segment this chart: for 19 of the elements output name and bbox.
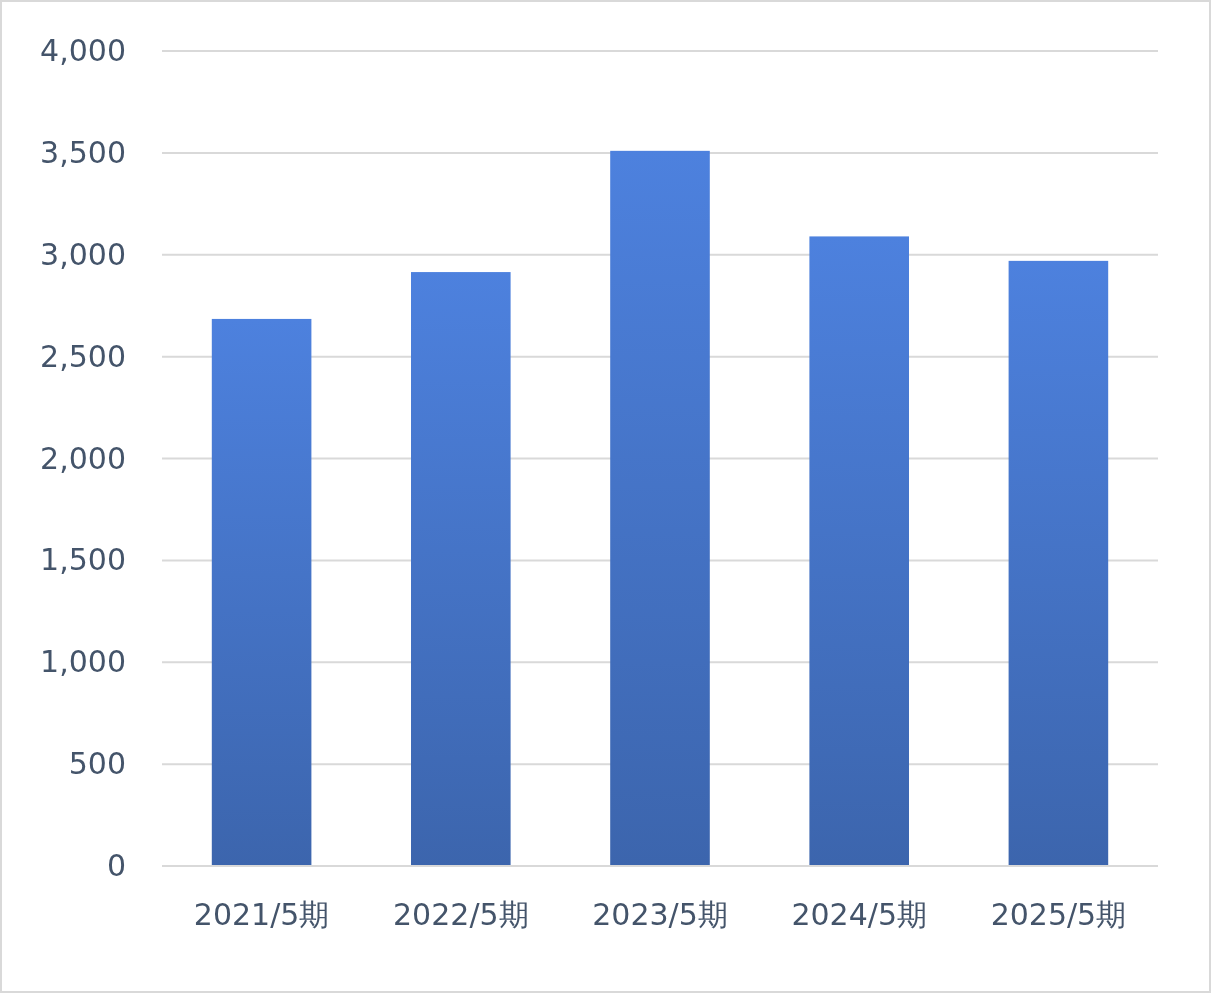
y-tick-label: 3,500 <box>40 134 126 170</box>
x-tick-label: 2023/5期 <box>592 897 728 933</box>
y-tick-label: 2,000 <box>40 440 126 476</box>
x-tick-label: 2025/5期 <box>990 897 1127 933</box>
bar <box>809 236 909 866</box>
x-tick-label: 2024/5期 <box>791 897 927 933</box>
y-tick-label: 3,000 <box>40 236 126 272</box>
bar <box>1008 260 1109 866</box>
bar <box>411 272 511 866</box>
y-tick-label: 1,500 <box>40 542 126 578</box>
bar <box>211 318 312 866</box>
x-tick-label: 2021/5期 <box>193 897 330 933</box>
x-tick-label: 2022/5期 <box>393 897 529 933</box>
y-tick-label: 2,500 <box>40 338 126 374</box>
y-tick-label: 500 <box>68 746 126 782</box>
bar <box>610 150 710 866</box>
y-tick-label: 0 <box>106 848 126 884</box>
y-tick-label: 1,000 <box>40 644 126 680</box>
y-tick-label: 4,000 <box>40 33 126 69</box>
